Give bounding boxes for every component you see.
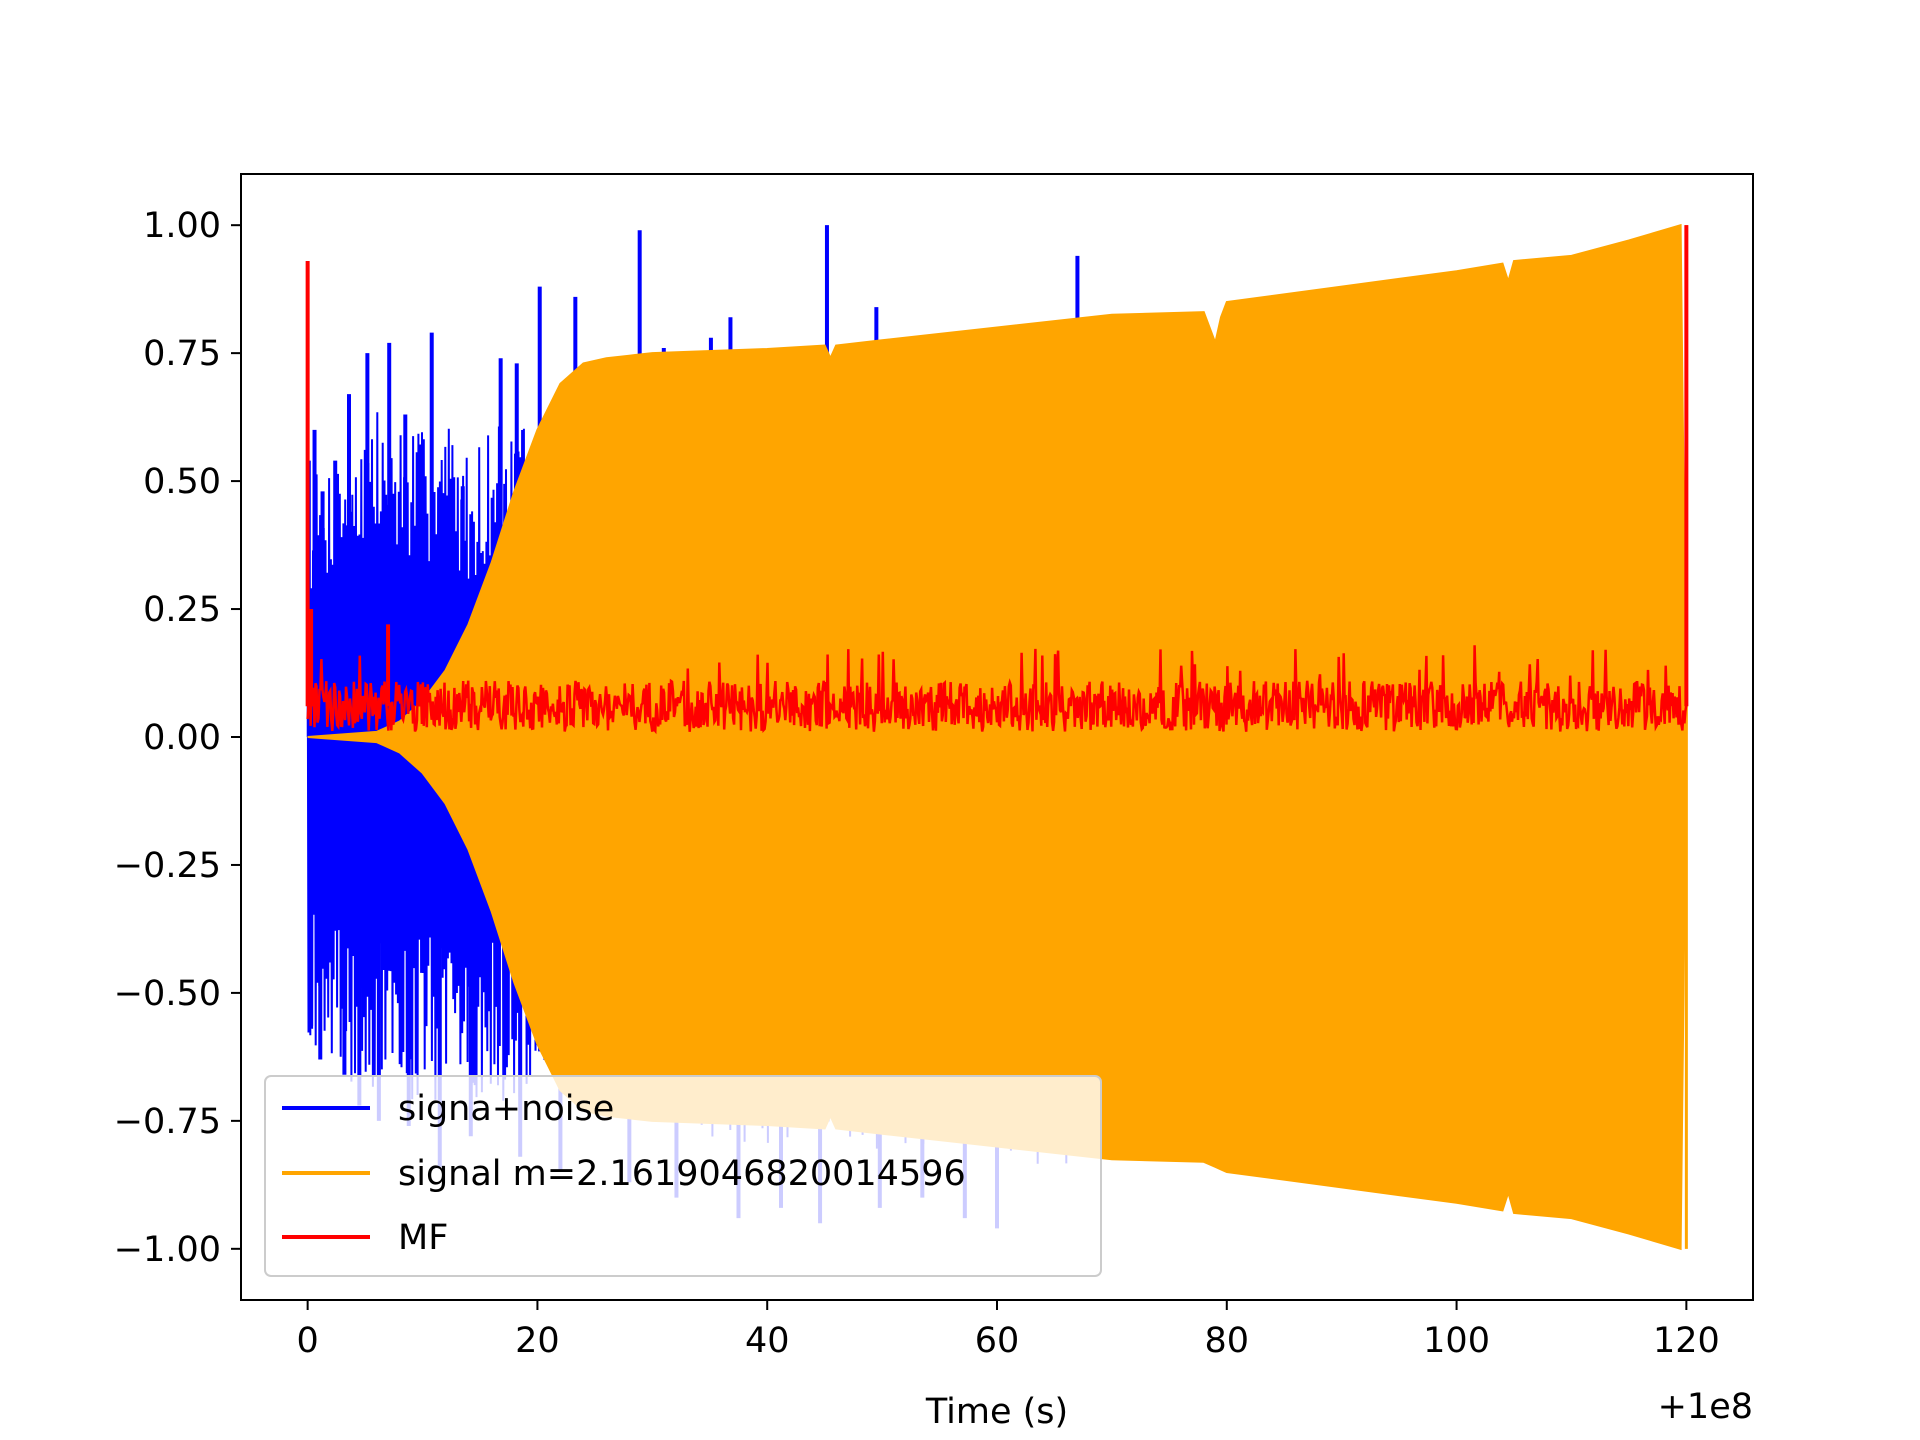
y-tick-label: −1.00 xyxy=(114,1230,221,1270)
x-tick-label: 60 xyxy=(975,1321,1020,1361)
legend: signa+noise signal m=2.1619046820014596 … xyxy=(264,1075,1102,1277)
legend-box xyxy=(264,1075,1102,1277)
legend-label-signal-noise: signa+noise xyxy=(398,1089,614,1129)
y-tick-label: 0.25 xyxy=(143,590,221,630)
x-tick-label: 100 xyxy=(1423,1321,1490,1361)
x-axis: 0 20 40 60 80 100 120 xyxy=(296,1300,1720,1361)
y-tick-label: −0.25 xyxy=(114,846,221,886)
x-tick-label: 40 xyxy=(745,1321,790,1361)
x-axis-title: Time (s) xyxy=(925,1392,1068,1432)
y-tick-label: 0.75 xyxy=(143,334,221,374)
x-axis-offset-label: +1e8 xyxy=(1658,1387,1753,1427)
x-tick-label: 80 xyxy=(1205,1321,1250,1361)
x-tick-label: 0 xyxy=(296,1321,318,1361)
y-axis: 1.00 0.75 0.50 0.25 0.00 −0.25 −0.50 −0.75 −1.00 xyxy=(114,206,241,1270)
y-tick-label: 1.00 xyxy=(143,206,221,246)
y-tick-label: 0.50 xyxy=(143,462,221,502)
x-tick-label: 120 xyxy=(1653,1321,1720,1361)
series-mf xyxy=(306,645,1688,735)
y-tick-label: −0.50 xyxy=(114,974,221,1014)
legend-label-mf: MF xyxy=(398,1218,448,1258)
y-tick-label: 0.00 xyxy=(143,718,221,758)
x-tick-label: 20 xyxy=(515,1321,560,1361)
y-tick-label: −0.75 xyxy=(114,1102,221,1142)
legend-label-signal: signal m=2.1619046820014596 xyxy=(398,1154,966,1194)
